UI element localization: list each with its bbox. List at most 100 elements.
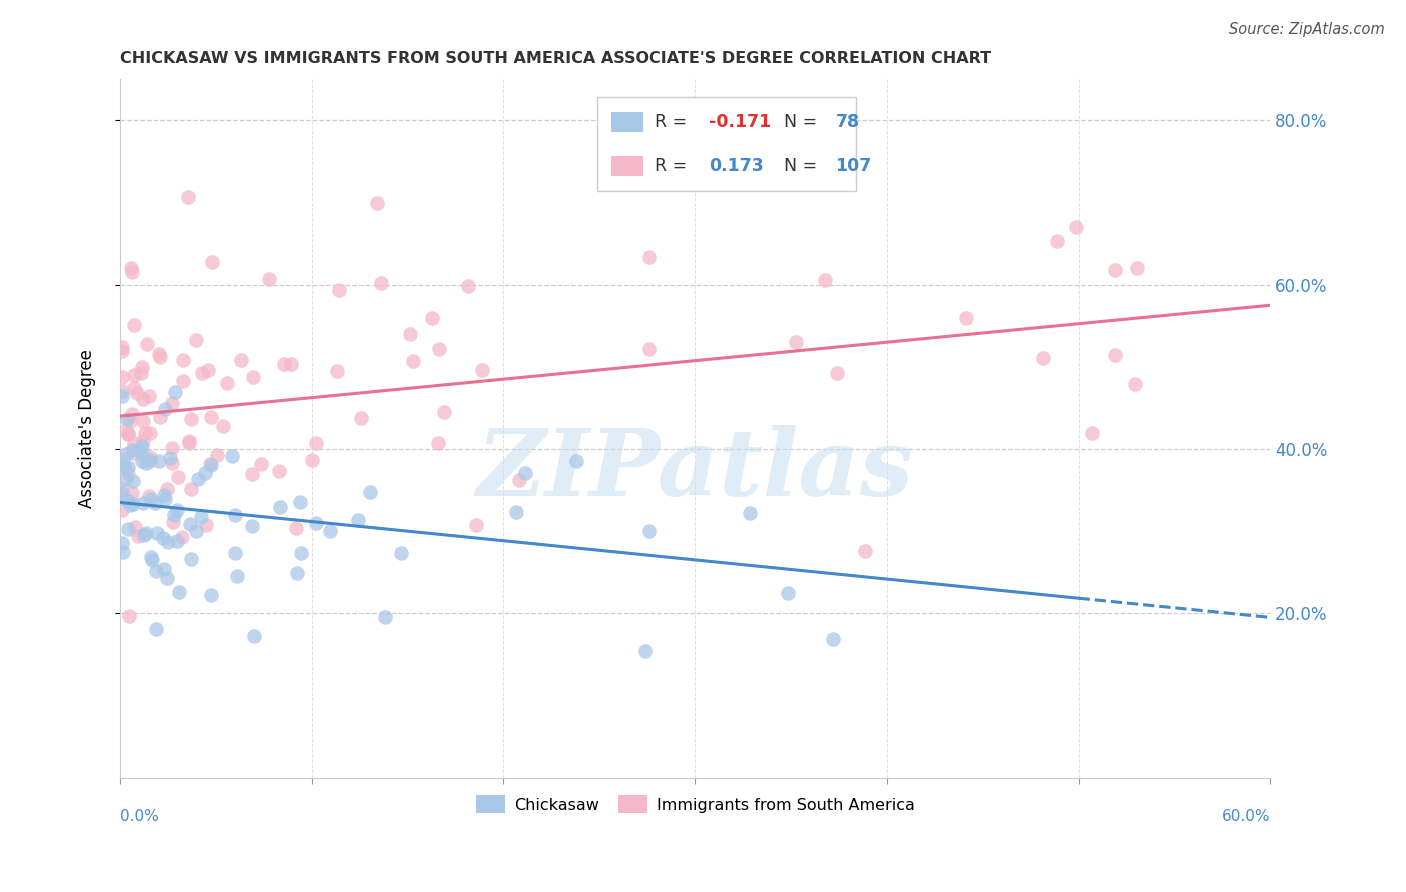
Point [177, 435, 200, 450]
Point [177, 190, 200, 204]
Point [131, 360, 153, 375]
Point [305, 436, 328, 450]
Point [134, 425, 156, 440]
Point [465, 518, 488, 533]
Point [374, 610, 396, 624]
Text: 78: 78 [835, 113, 859, 131]
Point [145, 622, 167, 636]
Point [115, 423, 138, 437]
Point [124, 520, 146, 534]
Point [124, 368, 146, 382]
Point [131, 454, 153, 468]
Point [132, 434, 155, 449]
Point [163, 508, 186, 522]
Point [318, 524, 340, 538]
Point [249, 457, 271, 471]
Point [221, 449, 243, 463]
Point [156, 483, 179, 497]
Point [201, 254, 224, 268]
Point [170, 530, 193, 544]
Point [200, 588, 222, 602]
Point [825, 366, 848, 380]
Point [117, 427, 139, 442]
Point [194, 467, 217, 481]
FancyBboxPatch shape [612, 156, 644, 176]
Point [187, 472, 209, 486]
Text: Source: ZipAtlas.com: Source: ZipAtlas.com [1229, 22, 1385, 37]
FancyBboxPatch shape [598, 97, 856, 191]
Point [132, 528, 155, 542]
Point [427, 436, 450, 450]
Point [1123, 377, 1146, 392]
Point [141, 553, 163, 567]
Point [153, 402, 176, 417]
Point [184, 524, 207, 539]
Point [117, 522, 139, 536]
Point [205, 448, 228, 462]
Point [180, 412, 202, 426]
Point [131, 439, 153, 453]
Point [565, 453, 588, 467]
Point [290, 546, 312, 560]
Legend: Chickasaw, Immigrants from South America: Chickasaw, Immigrants from South America [470, 789, 921, 820]
Point [138, 389, 160, 403]
Point [138, 452, 160, 467]
Point [145, 564, 167, 578]
Point [180, 551, 202, 566]
Point [111, 384, 134, 399]
Point [638, 524, 661, 538]
Text: 107: 107 [835, 157, 872, 175]
Point [1104, 347, 1126, 361]
Point [117, 466, 139, 480]
Point [197, 363, 219, 377]
Point [758, 144, 780, 158]
Point [139, 549, 162, 564]
Point [145, 525, 167, 540]
Point [112, 458, 135, 473]
Point [471, 363, 494, 377]
Point [853, 544, 876, 558]
Point [224, 546, 246, 560]
Point [162, 515, 184, 529]
Point [111, 482, 134, 496]
Point [139, 426, 162, 441]
Point [129, 445, 152, 459]
Point [179, 516, 201, 531]
Point [269, 500, 291, 514]
Text: ZIPatlas: ZIPatlas [477, 425, 914, 516]
Point [1104, 263, 1126, 277]
Point [141, 492, 163, 507]
Point [122, 318, 145, 333]
Point [231, 353, 253, 368]
Point [401, 354, 423, 368]
Point [162, 456, 184, 470]
Point [508, 473, 530, 487]
Point [212, 419, 235, 434]
Point [115, 447, 138, 461]
Point [243, 629, 266, 643]
Point [1046, 234, 1069, 248]
Point [122, 446, 145, 460]
Point [194, 517, 217, 532]
Point [117, 460, 139, 475]
FancyBboxPatch shape [612, 112, 644, 132]
Point [273, 357, 295, 371]
Point [111, 370, 134, 384]
Point [637, 250, 659, 264]
Point [349, 410, 371, 425]
Point [776, 585, 799, 599]
Point [505, 505, 527, 519]
Point [184, 333, 207, 347]
Point [637, 342, 659, 356]
Point [301, 453, 323, 467]
Point [111, 340, 134, 354]
Point [370, 276, 392, 290]
Point [190, 509, 212, 524]
Point [280, 357, 302, 371]
Text: R =: R = [655, 157, 693, 175]
Point [160, 441, 183, 455]
Point [305, 516, 328, 530]
Point [180, 482, 202, 496]
Point [513, 466, 536, 480]
Text: CHICKASAW VS IMMIGRANTS FROM SOUTH AMERICA ASSOCIATE'S DEGREE CORRELATION CHART: CHICKASAW VS IMMIGRANTS FROM SOUTH AMERI… [120, 51, 991, 66]
